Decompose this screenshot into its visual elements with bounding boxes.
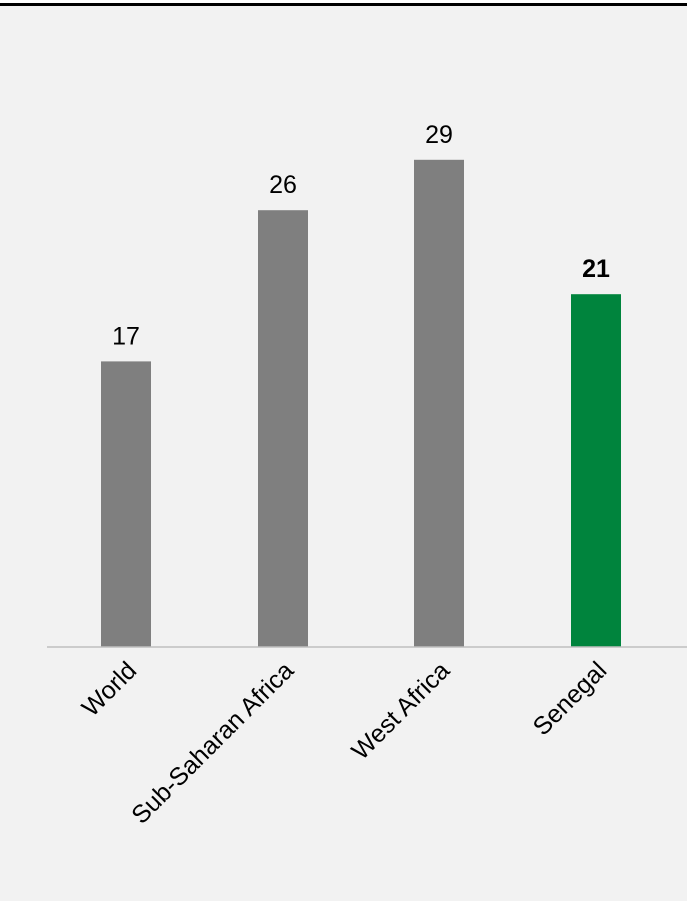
- category-label: Sub-Saharan Africa: [126, 656, 299, 829]
- value-label: 26: [269, 171, 297, 199]
- bars-group: [101, 159, 621, 648]
- bar-sub-saharan-africa: [258, 210, 308, 647]
- bar-senegal: [571, 294, 621, 647]
- category-label: Senegal: [528, 656, 613, 741]
- category-label: West Africa: [346, 656, 455, 765]
- bar-west-africa: [414, 159, 464, 648]
- category-label: World: [77, 656, 143, 722]
- value-labels-group: 17 26 29 21: [112, 121, 610, 351]
- value-label: 21: [582, 255, 610, 283]
- value-label: 29: [425, 121, 453, 149]
- value-label: 17: [112, 322, 140, 350]
- bar-world: [101, 361, 151, 647]
